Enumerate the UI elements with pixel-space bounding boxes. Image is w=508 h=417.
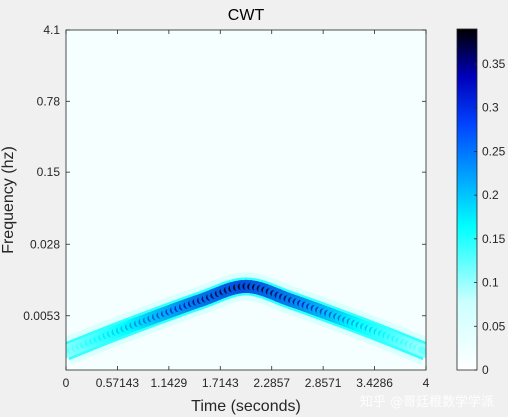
x-tick-label: 1.7143 [202, 376, 239, 390]
x-axis-label: Time (seconds) [191, 398, 301, 415]
y-tick-label: 0.78 [37, 94, 61, 108]
ridge-core [418, 346, 426, 356]
cwt-heatmap [66, 272, 426, 365]
colorbar-tick-label: 0.2 [482, 188, 499, 202]
watermark: 知乎 @哥廷根数学学派 [360, 394, 494, 410]
colorbar-tick-label: 0.1 [482, 276, 499, 290]
x-axis: 0 0.57143 1.1429 1.7143 2.2857 2.8571 3.4286 4 [63, 30, 430, 390]
x-tick-label: 3.4286 [356, 376, 393, 390]
y-tick-label: 0.028 [30, 237, 60, 251]
y-axis: 4.1 0.78 0.15 0.028 0.0053 [23, 23, 426, 323]
y-axis-label: Frequency (hz) [0, 146, 17, 254]
x-tick-label: 0.57143 [96, 376, 140, 390]
x-tick-label: 2.8571 [305, 376, 342, 390]
colorbar-tick-label: 0.15 [482, 232, 506, 246]
colorbar-tick-label: 0.05 [482, 319, 506, 333]
y-tick-label: 0.0053 [23, 309, 60, 323]
plot-frame [65, 29, 427, 371]
x-tick-label: 1.1429 [151, 376, 188, 390]
x-tick-label: 2.2857 [253, 376, 290, 390]
y-tick-label: 0.15 [37, 165, 61, 179]
colorbar-tick-label: 0.35 [482, 57, 506, 71]
colorbar [456, 28, 478, 371]
colorbar-tick-label: 0 [482, 363, 489, 377]
colorbar-tick-label: 0.3 [482, 101, 499, 115]
x-tick-label: 4 [423, 376, 430, 390]
y-tick-label: 4.1 [43, 23, 60, 37]
x-tick-label: 0 [63, 376, 70, 390]
colorbar-tick-label: 0.25 [482, 144, 506, 158]
colorbar-axis: 0 0.05 0.1 0.15 0.2 0.25 0.3 0.35 [474, 57, 506, 377]
chart-title: CWT [228, 7, 265, 24]
